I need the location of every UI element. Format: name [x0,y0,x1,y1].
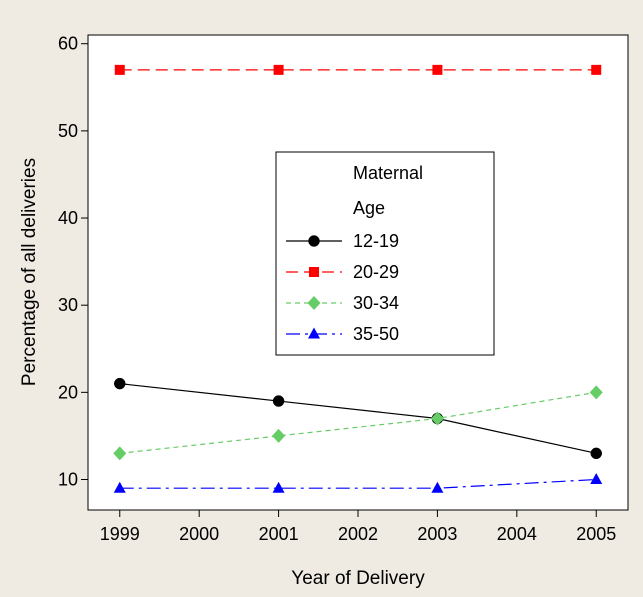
x-tick-label: 2003 [417,524,457,544]
legend-title-line1: Maternal [353,163,423,183]
x-tick-label: 2002 [338,524,378,544]
x-tick-label: 2000 [179,524,219,544]
y-axis-title: Percentage of all deliveries [19,158,40,386]
y-tick-label: 30 [58,295,78,315]
data-point-20-29 [115,65,125,75]
y-tick-label: 50 [58,121,78,141]
x-tick-label: 2005 [576,524,616,544]
legend-label-12-19: 12-19 [353,231,399,251]
data-point-12-19 [114,378,125,389]
legend-title-line2: Age [353,198,385,218]
data-point-12-19 [273,396,284,407]
data-point-20-29 [432,65,442,75]
x-tick-label: 1999 [100,524,140,544]
y-tick-label: 20 [58,382,78,402]
legend-label-20-29: 20-29 [353,262,399,282]
y-tick-label: 40 [58,208,78,228]
y-tick-label: 60 [58,34,78,54]
x-axis-title: Year of Delivery [291,568,425,589]
legend-marker-20-29 [309,267,319,277]
data-point-12-19 [591,448,602,459]
x-tick-label: 2001 [259,524,299,544]
legend-label-30-34: 30-34 [353,293,399,313]
data-point-20-29 [274,65,284,75]
legend: Maternal Age 12-19 20-29 30-34 35-50 [276,152,494,355]
x-tick-label: 2004 [497,524,537,544]
data-point-20-29 [591,65,601,75]
legend-marker-12-19 [309,236,320,247]
y-tick-label: 10 [58,469,78,489]
legend-label-35-50: 35-50 [353,324,399,344]
